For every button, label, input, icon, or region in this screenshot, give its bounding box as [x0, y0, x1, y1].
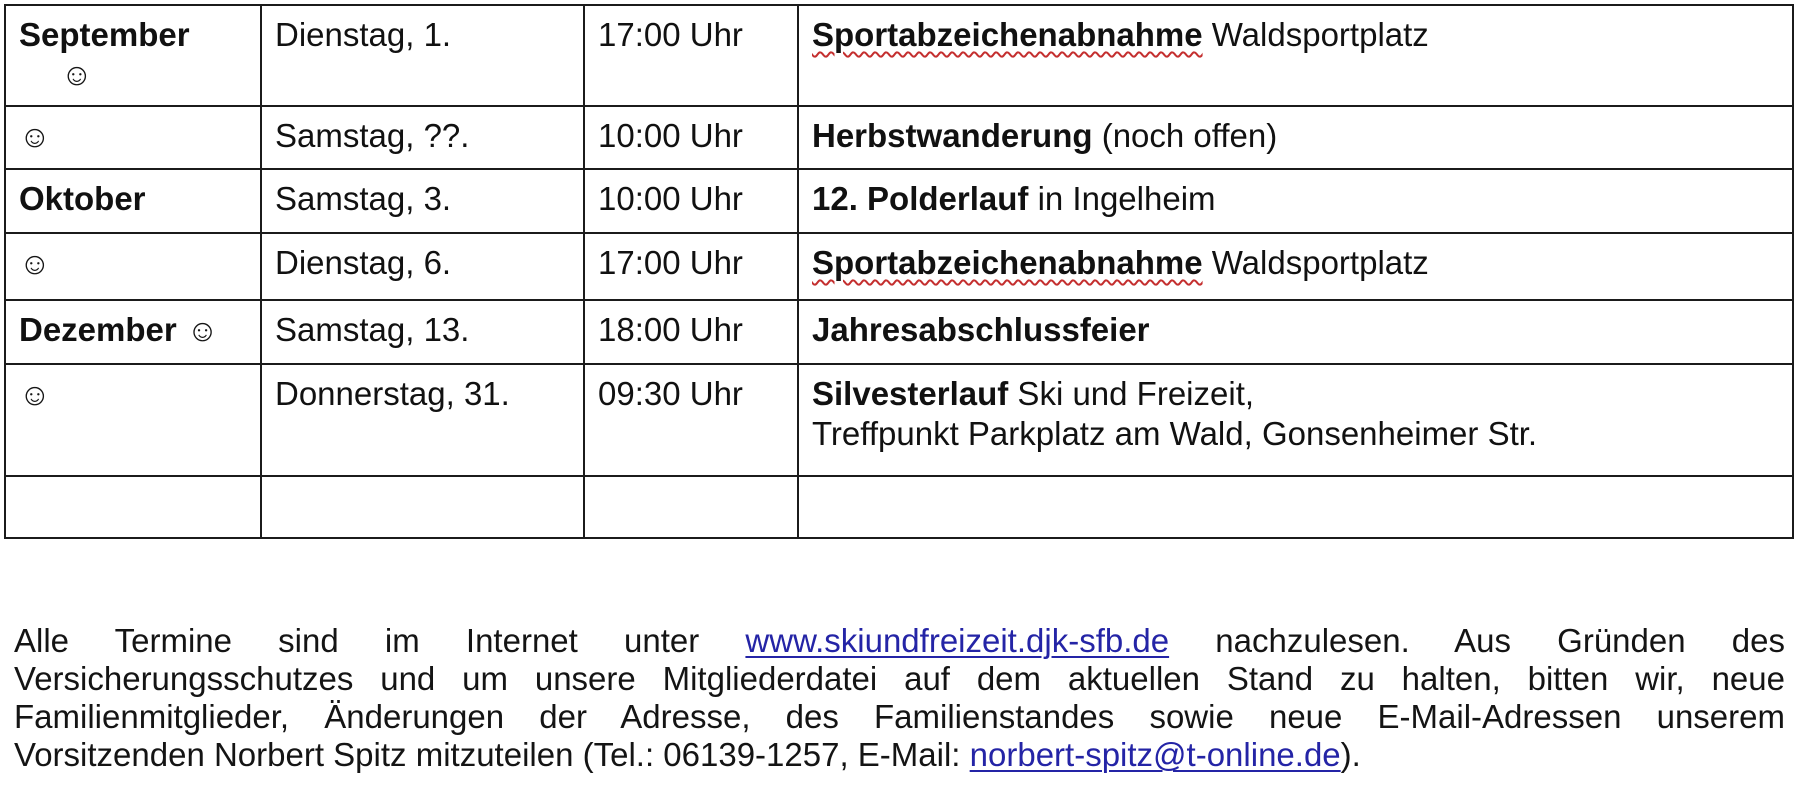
table-row: ☺ Samstag, ??. 10:00 Uhr Herbstwanderung (n…	[4, 105, 1794, 170]
month-label: Oktober	[19, 180, 146, 217]
day-cell	[260, 475, 585, 539]
time-cell: 09:30 Uhr	[583, 363, 799, 477]
website-link[interactable]: www.skiundfreizeit.djk-sfb.de	[745, 622, 1170, 659]
info-paragraph: Alle Termine sind im Internet unter www.…	[14, 622, 1785, 774]
table-row: Dezember ☺ Samstag, 13. 18:00 Uhr Jahresabsc…	[4, 299, 1794, 365]
event-cell: Sportabzeichenabnahme Waldsportplatz	[797, 232, 1794, 301]
event-name: Herbstwanderung	[812, 117, 1093, 154]
event-cell: Jahresabschlussfeier	[797, 299, 1794, 365]
smiley-icon: ☺	[19, 246, 51, 281]
paragraph-line: Versicherungsschutzes und um unsere Mitg…	[14, 660, 1785, 698]
paragraph-text: nachzulesen. Aus Gründen des	[1169, 622, 1785, 659]
event-detail: Waldsportplatz	[1202, 16, 1429, 53]
month-cell	[4, 475, 262, 539]
table-row: ☺ Donnerstag, 31. 09:30 Uhr Silvesterlauf S…	[4, 363, 1794, 477]
day-cell: Samstag, 3.	[260, 168, 585, 234]
table-row: Oktober Samstag, 3. 10:00 Uhr 12. Polderlau…	[4, 168, 1794, 234]
day-cell: Samstag, ??.	[260, 105, 585, 170]
month-label: Dezember	[19, 311, 177, 348]
event-name: Sportabzeichenabnahme	[812, 16, 1203, 53]
time-cell: 18:00 Uhr	[583, 299, 799, 365]
day-cell: Samstag, 13.	[260, 299, 585, 365]
event-detail: (noch offen)	[1092, 117, 1278, 154]
day-cell: Donnerstag, 31.	[260, 363, 585, 477]
email-link[interactable]: norbert-spitz@t-online.de	[969, 736, 1341, 773]
event-name: 12. Polderlauf	[812, 180, 1029, 217]
paragraph-text: ).	[1340, 736, 1361, 773]
month-cell: ☺	[4, 232, 262, 301]
paragraph-text: Alle Termine sind im Internet unter	[14, 622, 746, 659]
event-name: Jahresabschlussfeier	[812, 311, 1150, 348]
event-detail: Ski und Freizeit,	[1008, 375, 1255, 412]
paragraph-text: Versicherungsschutzes und um unsere Mitg…	[14, 660, 1785, 697]
month-label: September	[19, 16, 190, 53]
time-cell: 17:00 Uhr	[583, 232, 799, 301]
smiley-icon: ☺	[186, 313, 219, 348]
day-cell: Dienstag, 1.	[260, 4, 585, 107]
time-cell: 10:00 Uhr	[583, 105, 799, 170]
event-cell: 12. Polderlauf in Ingelheim	[797, 168, 1794, 234]
event-cell: Sportabzeichenabnahme Waldsportplatz	[797, 4, 1794, 107]
event-name: Silvesterlauf	[812, 375, 1009, 412]
event-detail: Waldsportplatz	[1202, 244, 1429, 281]
month-cell: September ☺	[4, 4, 262, 107]
table-row: ☺ Dienstag, 6. 17:00 Uhr Sportabzeichenabna…	[4, 232, 1794, 301]
time-cell	[583, 475, 799, 539]
time-cell: 10:00 Uhr	[583, 168, 799, 234]
event-cell: Silvesterlauf Ski und Freizeit, Treffpunk…	[797, 363, 1794, 477]
month-cell: ☺	[4, 105, 262, 170]
time-cell: 17:00 Uhr	[583, 4, 799, 107]
event-detail-line2: Treffpunkt Parkplatz am Wald, Gonsenheim…	[812, 415, 1538, 452]
smiley-icon: ☺	[19, 119, 51, 154]
paragraph-text: Vorsitzenden Norbert Spitz mitzuteilen (…	[14, 736, 970, 773]
event-name: Sportabzeichenabnahme	[812, 244, 1203, 281]
schedule-table: September ☺ Dienstag, 1. 17:00 Uhr Sportabze…	[4, 4, 1794, 539]
day-cell: Dienstag, 6.	[260, 232, 585, 301]
paragraph-line: Vorsitzenden Norbert Spitz mitzuteilen (…	[14, 736, 1785, 774]
document-page: September ☺ Dienstag, 1. 17:00 Uhr Sportabze…	[0, 4, 1800, 810]
smiley-icon: ☺	[19, 377, 51, 412]
paragraph-line: Familienmitglieder, Änderungen der Adres…	[14, 698, 1785, 736]
table-row: September ☺ Dienstag, 1. 17:00 Uhr Sportabze…	[4, 4, 1794, 107]
paragraph-line: Alle Termine sind im Internet unter www.…	[14, 622, 1785, 660]
month-cell: Dezember ☺	[4, 299, 262, 365]
event-cell: Herbstwanderung (noch offen)	[797, 105, 1794, 170]
smiley-icon: ☺	[61, 57, 93, 92]
paragraph-text: Familienmitglieder, Änderungen der Adres…	[14, 698, 1785, 735]
event-cell	[797, 475, 1794, 539]
month-cell: ☺	[4, 363, 262, 477]
month-cell: Oktober	[4, 168, 262, 234]
event-detail: in Ingelheim	[1028, 180, 1216, 217]
table-row	[4, 475, 1794, 539]
